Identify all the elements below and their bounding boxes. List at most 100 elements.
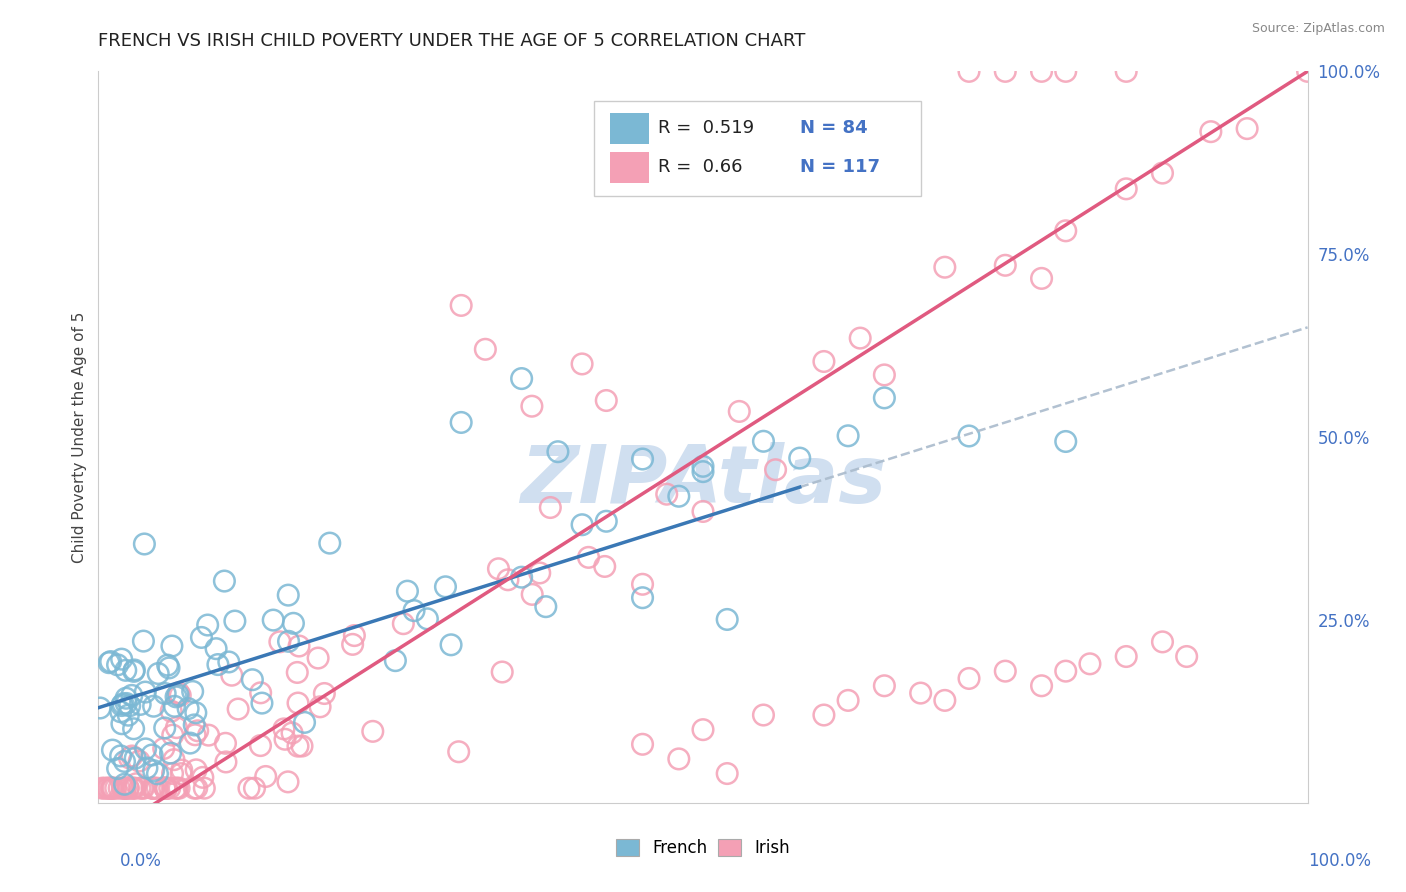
Point [118, 751, 141, 765]
Point [162, 728, 184, 742]
Point [205, 641, 228, 656]
Point [142, 781, 165, 796]
Point [146, 766, 169, 780]
Point [101, 781, 124, 796]
Point [191, 770, 214, 784]
Point [186, 763, 208, 777]
Point [520, 399, 543, 413]
Point [474, 343, 496, 357]
Point [416, 612, 439, 626]
Point [111, 652, 134, 666]
Point [170, 763, 193, 777]
Point [124, 663, 146, 677]
Point [142, 781, 165, 796]
Point [101, 743, 124, 757]
Point [578, 550, 600, 565]
Text: R =  0.66: R = 0.66 [658, 158, 742, 177]
Point [491, 665, 513, 679]
Point [160, 639, 183, 653]
Point [169, 689, 191, 703]
Point [447, 745, 470, 759]
Point [100, 655, 122, 669]
Point [122, 665, 145, 679]
Point [1152, 635, 1174, 649]
Point [547, 444, 569, 458]
Point [342, 637, 364, 651]
Point [190, 631, 212, 645]
Legend: French, Irish: French, Irish [609, 832, 797, 864]
Point [765, 463, 787, 477]
Point [207, 657, 229, 672]
Point [153, 687, 176, 701]
Point [837, 693, 859, 707]
Point [156, 658, 179, 673]
Point [141, 781, 163, 796]
Point [215, 755, 238, 769]
FancyBboxPatch shape [610, 113, 648, 144]
Point [813, 708, 835, 723]
Point [361, 724, 384, 739]
Point [752, 434, 775, 449]
Point [121, 749, 143, 764]
Point [165, 781, 187, 796]
Point [319, 536, 342, 550]
Point [165, 690, 187, 704]
Point [181, 684, 204, 698]
Point [287, 696, 309, 710]
Point [1296, 64, 1319, 78]
Point [277, 588, 299, 602]
Text: N = 117: N = 117 [800, 158, 880, 177]
Point [118, 698, 141, 713]
Point [183, 718, 205, 732]
Point [1031, 64, 1053, 78]
Text: 100.0%: 100.0% [1308, 852, 1371, 870]
Point [114, 777, 136, 791]
Point [238, 781, 260, 796]
FancyBboxPatch shape [595, 101, 921, 195]
Point [186, 781, 208, 796]
Point [1054, 64, 1077, 78]
Point [224, 614, 246, 628]
Point [849, 331, 872, 345]
Point [534, 599, 557, 614]
Point [450, 416, 472, 430]
Point [593, 559, 616, 574]
Point [957, 64, 980, 78]
Point [142, 699, 165, 714]
Point [692, 465, 714, 479]
Point [214, 574, 236, 588]
Point [155, 781, 177, 796]
Point [240, 673, 263, 687]
Text: ZIPAtlas: ZIPAtlas [520, 442, 886, 520]
Point [1175, 649, 1198, 664]
Point [111, 781, 134, 796]
Text: Source: ZipAtlas.com: Source: ZipAtlas.com [1251, 22, 1385, 36]
Point [692, 459, 714, 474]
Point [510, 371, 533, 385]
Point [214, 736, 236, 750]
Point [1078, 657, 1101, 671]
Point [873, 679, 896, 693]
Point [243, 781, 266, 796]
Point [134, 685, 156, 699]
Point [262, 613, 284, 627]
Point [187, 723, 209, 738]
Point [111, 716, 134, 731]
Point [136, 761, 159, 775]
Point [813, 354, 835, 368]
Point [343, 629, 366, 643]
Point [184, 706, 207, 720]
Point [193, 781, 215, 796]
Text: 0.0%: 0.0% [120, 852, 162, 870]
Point [124, 751, 146, 765]
Point [97, 781, 120, 796]
Point [197, 728, 219, 742]
Point [277, 775, 299, 789]
Point [716, 612, 738, 626]
Point [1031, 679, 1053, 693]
Point [837, 429, 859, 443]
Point [752, 708, 775, 723]
Point [91, 781, 114, 796]
Point [100, 781, 122, 796]
Point [873, 391, 896, 405]
